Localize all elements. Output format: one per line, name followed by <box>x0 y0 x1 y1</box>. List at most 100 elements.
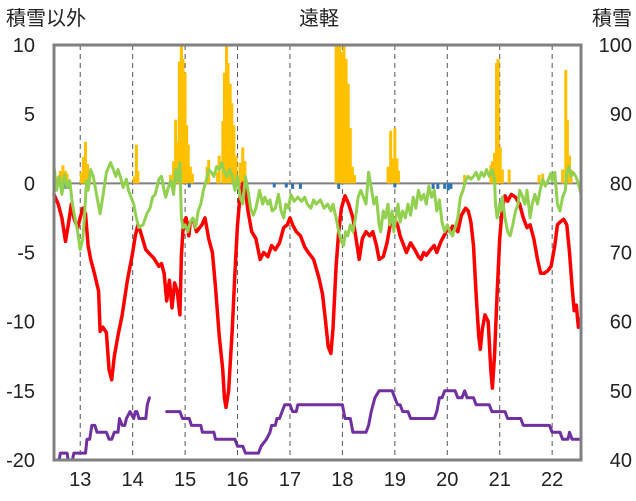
series-lines <box>52 161 583 462</box>
snowfall-bar-9 <box>86 163 90 184</box>
x-tick-label-17: 17 <box>279 469 301 491</box>
snowfall-bar-22 <box>185 125 189 184</box>
snowfall-bar-8 <box>83 141 87 184</box>
precip-bar-9 <box>431 183 435 189</box>
left-tick-label: -10 <box>6 312 35 334</box>
x-tick-label-16: 16 <box>226 469 248 491</box>
left-tick-label: 10 <box>13 35 35 57</box>
snowfall-bar-38 <box>238 162 242 184</box>
snowfall-bar-36 <box>232 125 236 184</box>
snowfall-bar-52 <box>389 130 393 184</box>
chart-title: 遠軽 <box>299 6 339 30</box>
x-tick-label-13: 13 <box>69 469 91 491</box>
x-tick-label-20: 20 <box>436 469 458 491</box>
snowfall-bar-19 <box>179 45 183 184</box>
snowfall-bar-7 <box>81 157 85 184</box>
snowfall-bar-37 <box>234 155 238 184</box>
snowfall-bar-20 <box>181 58 185 184</box>
x-tick-label-22: 22 <box>541 469 563 491</box>
bar-marks <box>56 45 573 191</box>
left-tick-label: 0 <box>24 173 35 195</box>
right-tick-label: 80 <box>610 173 632 195</box>
plot-frame <box>52 43 583 462</box>
precip-bar-10 <box>436 183 440 189</box>
snowfall-bar-46 <box>344 58 348 184</box>
right-tick-label: 40 <box>610 450 632 472</box>
snowfall-bar-47 <box>346 83 350 184</box>
snowfall-bar-18 <box>177 61 181 184</box>
snowfall-bar-63 <box>498 147 502 184</box>
left-tick-label: -15 <box>6 381 35 403</box>
snowfall-bar-30 <box>221 121 225 184</box>
snowfall-bar-24 <box>188 166 192 184</box>
snowfall-bar-62 <box>496 58 500 184</box>
snowfall-bar-16 <box>174 119 178 184</box>
x-tick-label-14: 14 <box>122 469 144 491</box>
snowfall-bar-48 <box>348 128 352 184</box>
snowfall-bar-39 <box>241 147 245 184</box>
snowfall-bar-56 <box>397 170 401 184</box>
snowfall-bar-45 <box>342 45 346 184</box>
left-tick-label: -20 <box>6 450 35 472</box>
left-y-ticks: 10 5 0 -5 -10 -15 -20 <box>6 35 35 472</box>
snowfall-bar-34 <box>228 83 232 184</box>
snowfall-bar-6 <box>79 172 83 184</box>
snowfall-bar-15 <box>172 161 176 184</box>
precip-bar-6 <box>298 183 302 189</box>
precip-bar-5 <box>291 183 295 189</box>
snowfall-bar-51 <box>386 166 390 184</box>
precip-bar-7 <box>337 183 341 189</box>
snowfall-bar-33 <box>226 62 230 184</box>
right-tick-label: 100 <box>599 35 632 57</box>
snowfall-bar-13 <box>136 170 140 184</box>
right-tick-label: 70 <box>610 243 632 265</box>
snowfall-bar-60 <box>492 152 496 184</box>
x-tick-label-18: 18 <box>331 469 353 491</box>
snowfall-bar-66 <box>537 175 541 184</box>
snowfall-bar-40 <box>243 161 247 184</box>
snowfall-bar-5 <box>65 173 69 184</box>
snowfall-bar-69 <box>564 69 568 184</box>
precip-bar-4 <box>284 183 288 188</box>
snowfall-bar-50 <box>352 175 356 184</box>
snowfall-bar-42 <box>336 45 340 184</box>
snowfall-bar-57 <box>463 175 467 184</box>
snowfall-bar-21 <box>183 72 187 184</box>
snowfall-bar-12 <box>134 144 138 184</box>
precip-bar-2 <box>187 183 191 188</box>
snowfall-bar-25 <box>190 173 194 184</box>
snowfall-bar-61 <box>495 62 499 184</box>
left-tick-label: 5 <box>24 104 35 126</box>
series-line-2 <box>52 396 151 462</box>
snowfall-bar-32 <box>225 45 229 184</box>
series-line-2-segment-2 <box>165 389 583 455</box>
snowfall-bar-41 <box>334 45 338 184</box>
snowfall-bar-53 <box>391 158 395 184</box>
snowfall-bar-17 <box>176 141 180 184</box>
snowfall-bar-68 <box>561 169 565 184</box>
snowfall-bar-11 <box>132 176 136 184</box>
x-tick-label-21: 21 <box>489 469 511 491</box>
snowfall-bar-31 <box>222 72 226 184</box>
x-ticks: 13 14 15 16 17 18 19 20 21 22 <box>69 469 563 491</box>
precip-bar-8 <box>393 183 397 188</box>
snowfall-bar-2 <box>61 165 65 184</box>
snowfall-bar-64 <box>500 169 504 184</box>
right-y-ticks: 100 90 80 70 60 50 40 <box>599 35 632 472</box>
x-gridlines <box>79 45 553 460</box>
series-line-0 <box>52 181 582 410</box>
left-tick-label: -5 <box>17 243 35 265</box>
snowfall-bar-44 <box>340 51 344 184</box>
right-tick-label: 90 <box>610 104 632 126</box>
snowfall-bar-23 <box>186 144 190 184</box>
right-tick-label: 50 <box>610 381 632 403</box>
snowfall-bar-49 <box>350 166 354 184</box>
precip-bar-12 <box>446 183 450 191</box>
x-tick-label-15: 15 <box>174 469 196 491</box>
plot-border <box>52 43 583 462</box>
precip-bar-3 <box>272 183 276 188</box>
snowfall-bar-55 <box>395 158 399 184</box>
series-line-1 <box>52 161 583 252</box>
x-tick-label-19: 19 <box>384 469 406 491</box>
